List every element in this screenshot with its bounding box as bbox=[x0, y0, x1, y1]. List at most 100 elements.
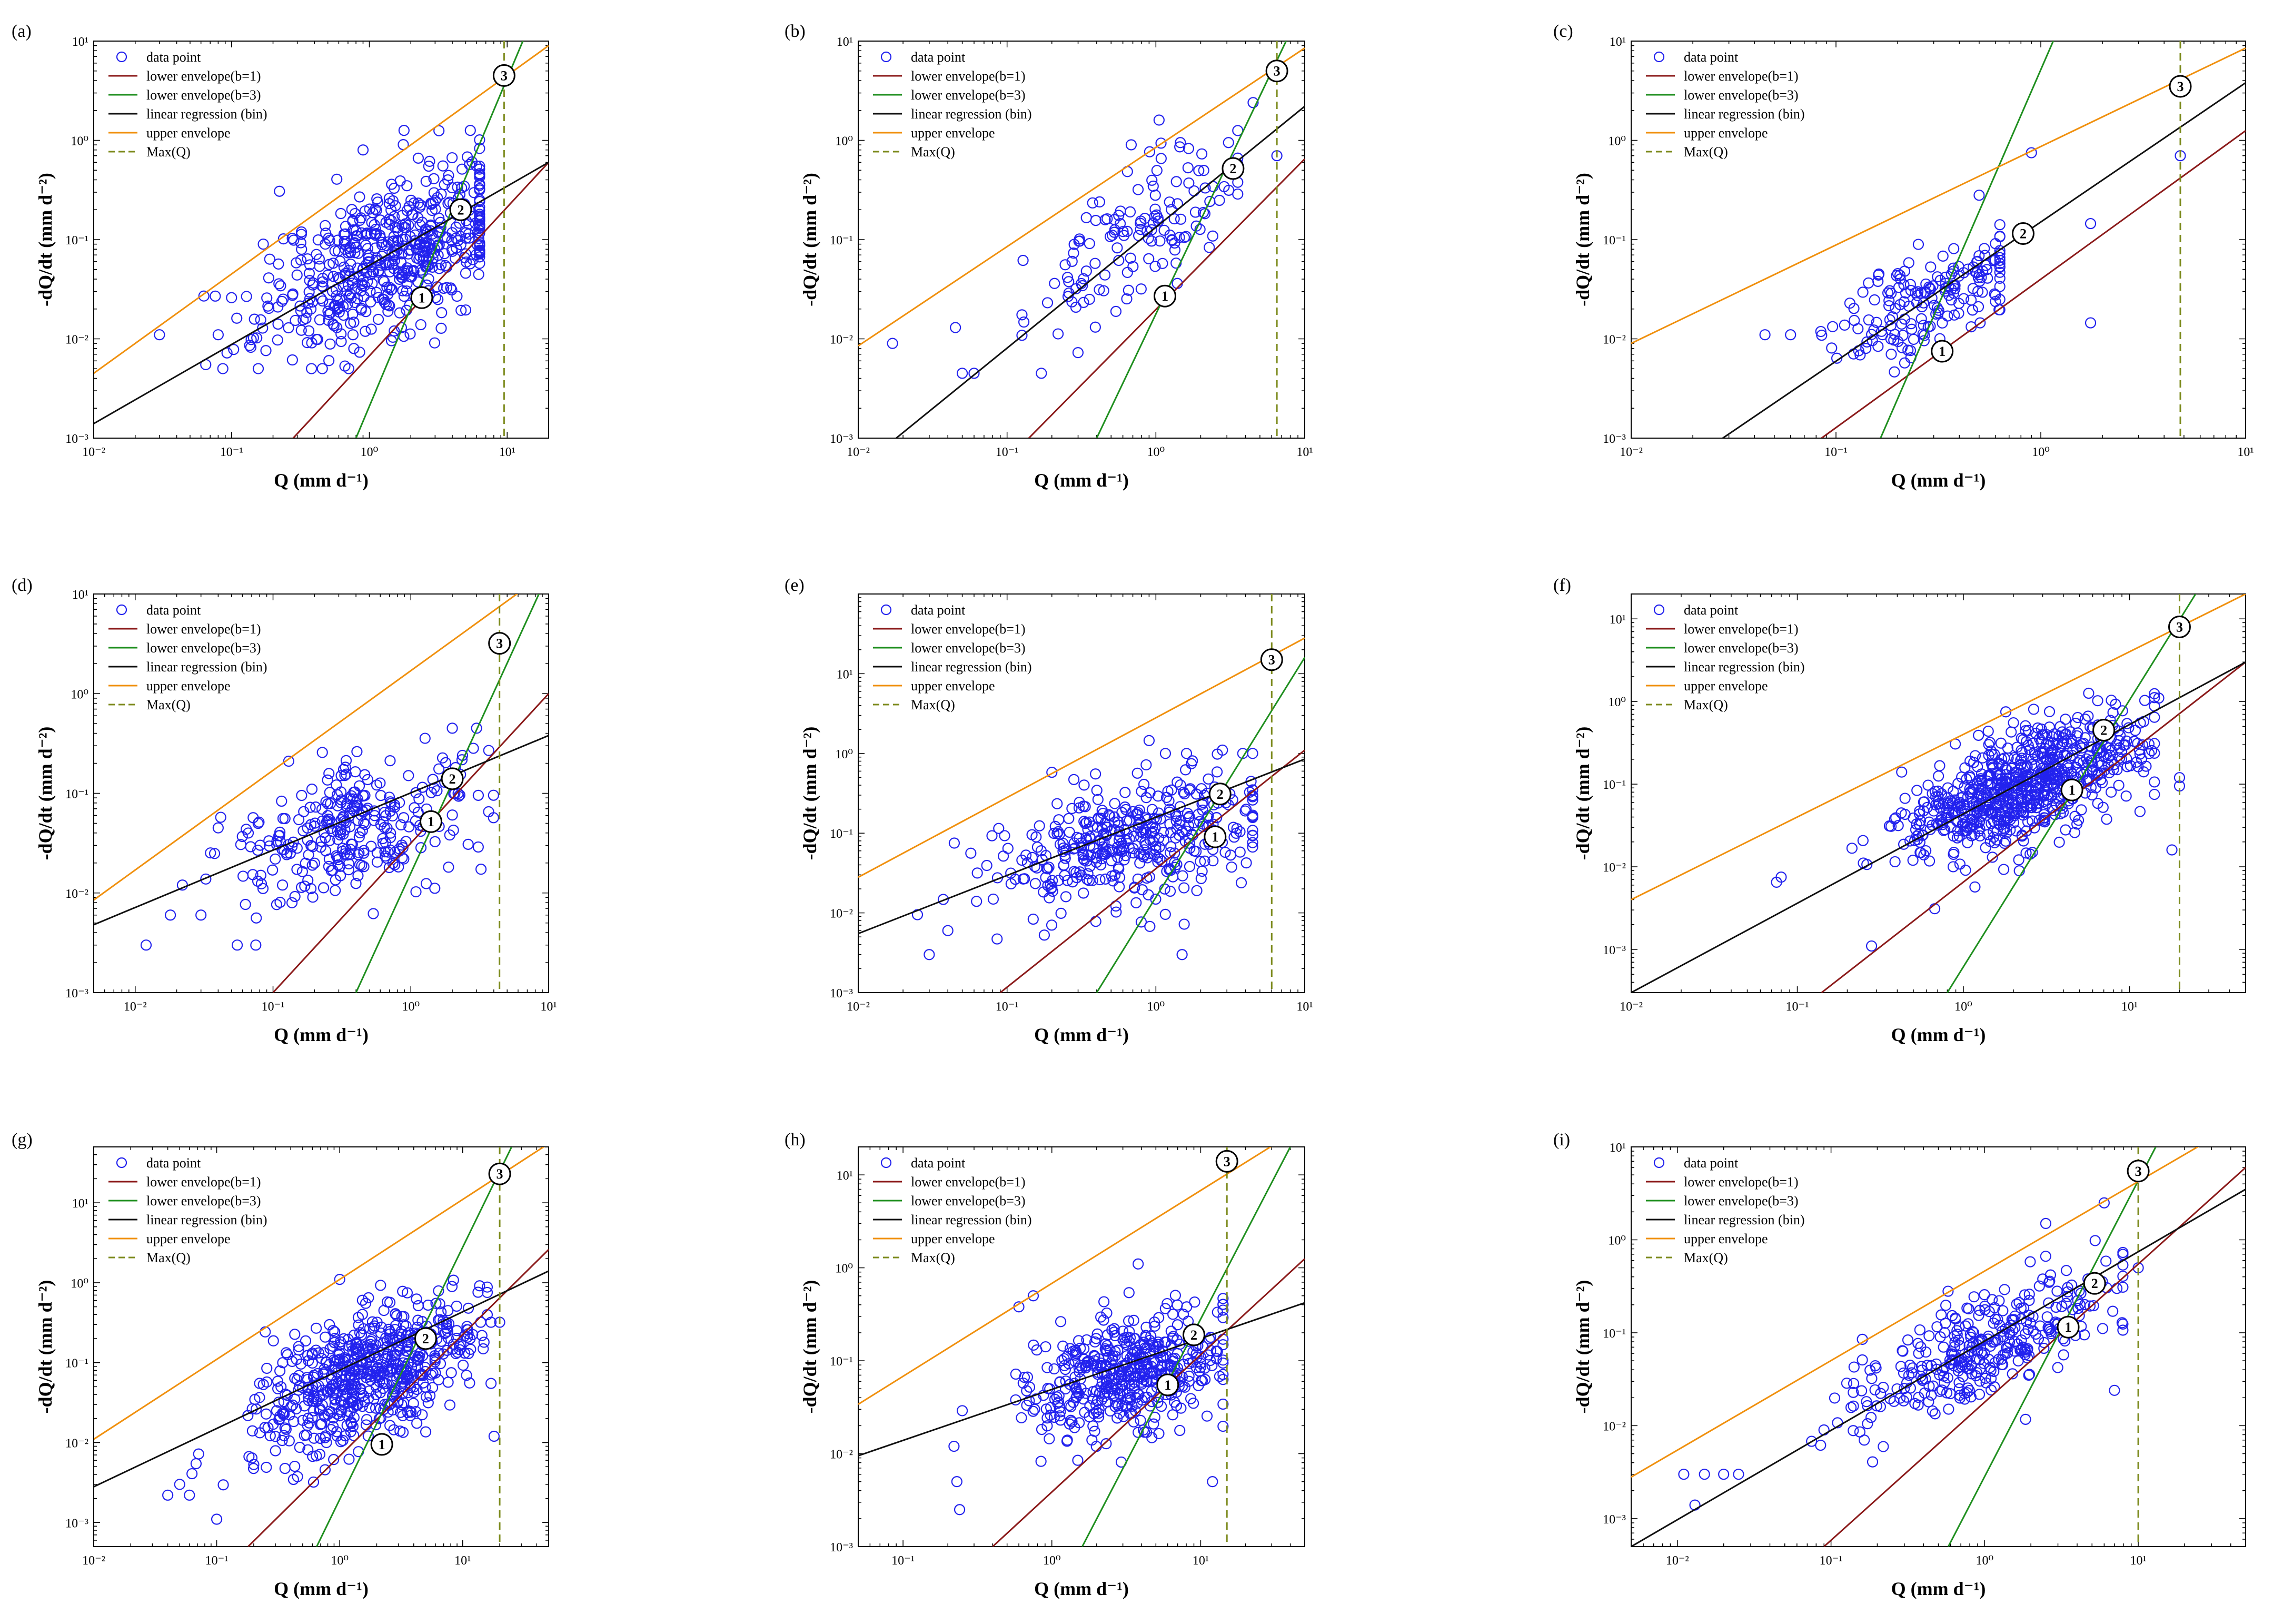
data-point bbox=[1977, 752, 1989, 764]
data-point bbox=[310, 801, 322, 813]
data-point bbox=[264, 253, 275, 265]
data-point bbox=[452, 181, 463, 193]
data-point bbox=[1961, 773, 1972, 785]
legend-label: data point bbox=[1684, 602, 1739, 618]
data-point bbox=[1158, 835, 1169, 846]
data-point bbox=[1189, 206, 1202, 218]
data-point bbox=[437, 160, 449, 172]
data-point bbox=[461, 1321, 473, 1332]
data-point bbox=[478, 1343, 489, 1354]
data-point bbox=[412, 243, 424, 255]
data-point bbox=[1078, 779, 1090, 791]
data-point bbox=[429, 883, 441, 894]
data-point bbox=[252, 363, 264, 374]
data-point bbox=[321, 1356, 332, 1368]
panel-label: (g) bbox=[12, 1130, 33, 1150]
marker-label: 2 bbox=[422, 1331, 429, 1346]
data-point bbox=[1184, 837, 1195, 849]
data-point bbox=[426, 1382, 439, 1393]
legend-label: Max(Q) bbox=[911, 697, 955, 712]
data-point bbox=[1997, 1359, 2009, 1371]
data-point bbox=[475, 864, 487, 875]
data-point bbox=[1925, 261, 1937, 273]
y-axis-title: -dQ/dt (mm d⁻²) bbox=[1572, 727, 1593, 860]
data-point bbox=[390, 200, 401, 212]
data-point bbox=[1946, 294, 1957, 306]
data-point bbox=[2020, 1413, 2031, 1425]
data-point bbox=[1912, 1338, 1924, 1349]
data-point bbox=[1097, 841, 1109, 853]
data-point bbox=[1211, 766, 1223, 778]
data-point bbox=[348, 316, 360, 328]
data-point bbox=[1146, 804, 1158, 815]
data-point bbox=[1897, 1345, 1908, 1356]
data-point bbox=[1962, 1363, 1973, 1374]
data-point bbox=[2021, 760, 2033, 771]
data-point bbox=[2079, 732, 2091, 744]
data-point bbox=[352, 870, 364, 882]
data-point bbox=[358, 1390, 370, 1401]
data-point bbox=[251, 332, 263, 344]
data-point bbox=[305, 303, 317, 315]
data-point bbox=[1965, 1391, 1977, 1403]
data-point bbox=[378, 816, 389, 828]
data-point bbox=[1986, 818, 1997, 829]
data-point bbox=[327, 1325, 339, 1336]
legend-label: linear regression (bin) bbox=[146, 1212, 267, 1227]
data-point bbox=[257, 322, 269, 334]
point-marker-3: 3 bbox=[2169, 75, 2192, 98]
data-point bbox=[2009, 780, 2020, 791]
data-point bbox=[450, 221, 462, 233]
data-point bbox=[474, 240, 485, 252]
y-axis-title: -dQ/dt (mm d⁻²) bbox=[1572, 1280, 1593, 1414]
data-point bbox=[2070, 718, 2081, 729]
data-point bbox=[327, 1412, 340, 1424]
data-point bbox=[412, 806, 424, 818]
data-point bbox=[1889, 813, 1900, 825]
data-point bbox=[1873, 268, 1885, 280]
y-tick-label: 10¹ bbox=[837, 668, 853, 681]
data-point bbox=[1016, 330, 1028, 341]
data-point bbox=[418, 1377, 429, 1389]
data-point bbox=[2044, 1275, 2056, 1287]
data-point bbox=[1151, 1341, 1163, 1352]
data-point bbox=[354, 827, 366, 839]
data-point bbox=[255, 869, 266, 881]
data-point bbox=[1184, 784, 1195, 796]
data-point bbox=[1055, 1406, 1066, 1418]
data-point bbox=[1117, 226, 1129, 237]
x-tick-label: 10¹ bbox=[1193, 1554, 1209, 1568]
data-point bbox=[2088, 1300, 2099, 1312]
data-point bbox=[1863, 314, 1874, 326]
data-point bbox=[392, 225, 404, 237]
data-point bbox=[1180, 748, 1193, 759]
data-point bbox=[2016, 1334, 2027, 1346]
data-point bbox=[2053, 836, 2065, 848]
data-point bbox=[352, 1350, 364, 1362]
data-point bbox=[1035, 1455, 1047, 1467]
marker-label: 2 bbox=[1217, 787, 1224, 802]
data-point bbox=[356, 1368, 368, 1380]
data-point bbox=[1174, 1424, 1186, 1437]
data-point bbox=[1048, 1363, 1060, 1375]
data-point bbox=[1907, 855, 1919, 866]
data-point bbox=[2022, 774, 2033, 785]
data-point bbox=[1049, 278, 1060, 289]
data-point bbox=[1921, 1360, 1933, 1371]
data-point bbox=[337, 812, 349, 824]
data-point bbox=[1146, 174, 1158, 186]
data-point bbox=[2139, 695, 2151, 706]
data-point bbox=[1184, 860, 1196, 873]
data-point bbox=[2149, 776, 2160, 788]
data-point bbox=[293, 1341, 304, 1352]
data-point bbox=[1980, 1372, 1991, 1384]
lower-envelope-b1-line bbox=[1821, 130, 2246, 438]
data-point bbox=[1815, 325, 1827, 338]
data-point bbox=[1101, 1381, 1113, 1393]
x-tick-label: 10⁻¹ bbox=[996, 445, 1019, 459]
data-point bbox=[299, 1430, 310, 1441]
data-point bbox=[295, 229, 307, 240]
data-point bbox=[1909, 835, 1921, 846]
data-point bbox=[1043, 861, 1055, 873]
